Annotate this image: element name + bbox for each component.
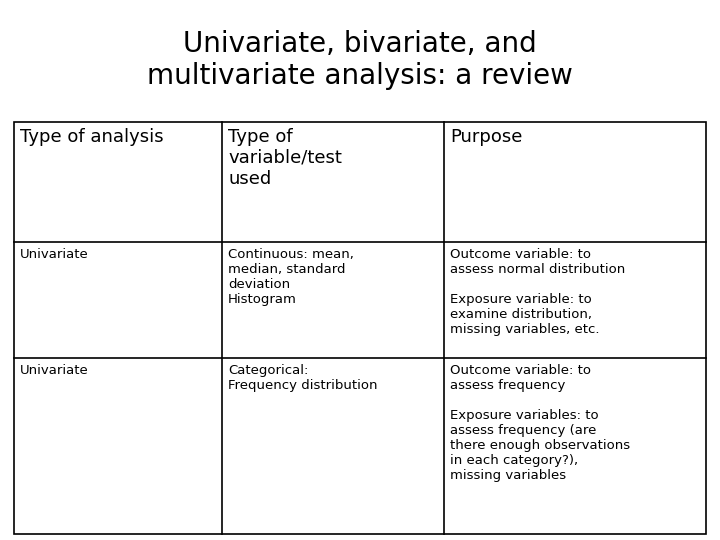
Text: Continuous: mean,
median, standard
deviation
Histogram: Continuous: mean, median, standard devia… — [228, 248, 354, 306]
Text: Type of
variable/test
used: Type of variable/test used — [228, 128, 342, 187]
Text: Outcome variable: to
assess normal distribution

Exposure variable: to
examine d: Outcome variable: to assess normal distr… — [450, 248, 625, 336]
Text: Categorical:
Frequency distribution: Categorical: Frequency distribution — [228, 364, 377, 392]
Bar — [14, 122, 706, 534]
Text: Univariate: Univariate — [20, 248, 89, 261]
Text: Purpose: Purpose — [450, 128, 523, 146]
Text: Univariate, bivariate, and
multivariate analysis: a review: Univariate, bivariate, and multivariate … — [147, 30, 573, 90]
Text: Type of analysis: Type of analysis — [20, 128, 163, 146]
Text: Univariate: Univariate — [20, 364, 89, 377]
Text: Outcome variable: to
assess frequency

Exposure variables: to
assess frequency (: Outcome variable: to assess frequency Ex… — [450, 364, 630, 482]
